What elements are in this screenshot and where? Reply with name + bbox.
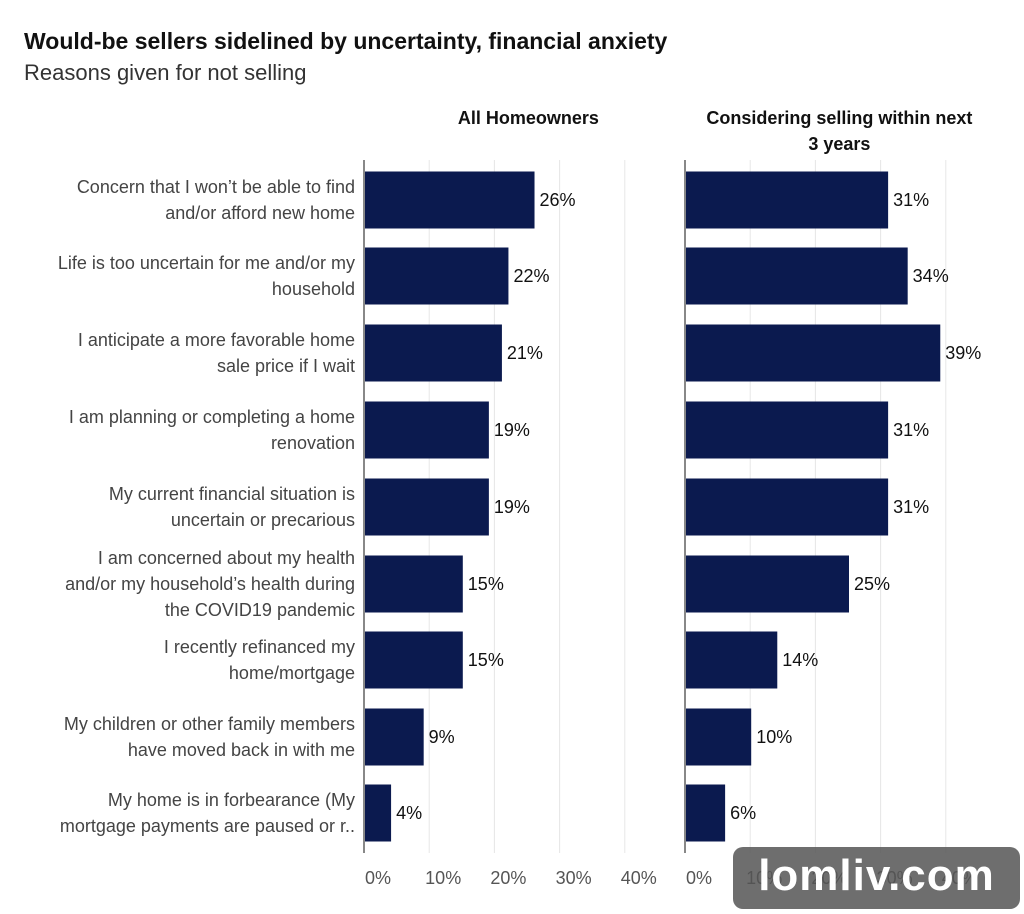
chart-subtitle: Reasons given for not selling xyxy=(24,60,307,85)
category-label: I recently refinanced my home/mortgage xyxy=(164,637,355,683)
value-label: 4% xyxy=(396,803,422,823)
value-label: 21% xyxy=(507,343,543,363)
x-tick-label: 0% xyxy=(365,868,391,888)
bar xyxy=(365,478,489,536)
value-label: 15% xyxy=(468,650,504,670)
x-tick-label: 30% xyxy=(556,868,592,888)
bar xyxy=(686,401,889,459)
value-label: 6% xyxy=(730,803,756,823)
value-label: 10% xyxy=(756,727,792,747)
category-label: Life is too uncertain for me and/or my ho… xyxy=(58,253,355,299)
bar xyxy=(365,708,424,766)
bar xyxy=(686,324,941,382)
chart-title: Would-be sellers sidelined by uncertaint… xyxy=(24,28,668,54)
x-tick-label: 40% xyxy=(621,868,657,888)
value-label: 14% xyxy=(782,650,818,670)
panel-title: Considering selling within next 3 years xyxy=(706,108,972,154)
value-label: 34% xyxy=(913,266,949,286)
value-label: 19% xyxy=(494,420,530,440)
category-label: My current financial situation is uncerta… xyxy=(109,484,355,530)
bar xyxy=(365,555,463,613)
bar xyxy=(686,555,849,613)
x-tick-label: 0% xyxy=(686,868,712,888)
category-label: My children or other family members have … xyxy=(64,714,355,760)
x-tick-label: 10% xyxy=(425,868,461,888)
value-label: 9% xyxy=(429,727,455,747)
bar xyxy=(365,784,392,842)
bar xyxy=(365,247,509,305)
value-label: 31% xyxy=(893,420,929,440)
bar xyxy=(686,478,889,536)
panel-1: 0% 10% 20% 30% 40% All Homeowners 26% 22% 21% 19%… xyxy=(363,108,657,888)
watermark-badge: lomliv.com xyxy=(733,847,1020,909)
bar xyxy=(365,324,502,382)
bar xyxy=(686,171,889,229)
value-label: 15% xyxy=(468,574,504,594)
value-label: 39% xyxy=(945,343,981,363)
bar xyxy=(365,171,535,229)
category-label: I am planning or completing a home renova… xyxy=(69,407,355,453)
category-label: I am concerned about my health and/or my … xyxy=(65,548,355,620)
value-label: 31% xyxy=(893,190,929,210)
category-label: I anticipate a more favorable home sale p… xyxy=(78,330,355,376)
x-tick-label: 20% xyxy=(490,868,526,888)
value-label: 19% xyxy=(494,497,530,517)
bar xyxy=(365,401,489,459)
panel-title: All Homeowners xyxy=(458,108,599,128)
value-label: 31% xyxy=(893,497,929,517)
value-label: 22% xyxy=(513,266,549,286)
bar xyxy=(686,784,726,842)
value-label: 25% xyxy=(854,574,890,594)
bar xyxy=(686,631,778,689)
watermark-text: lomliv.com xyxy=(758,851,995,900)
value-label: 26% xyxy=(540,190,576,210)
category-label: My home is in forbearance (My mortgage pa… xyxy=(60,790,355,836)
bar xyxy=(686,708,752,766)
bar xyxy=(365,631,463,689)
bar xyxy=(686,247,908,305)
category-label: Concern that I won’t be able to find and/… xyxy=(77,177,355,223)
panel-2: 0%10%20%30%40%Considering selling within… xyxy=(684,108,981,888)
